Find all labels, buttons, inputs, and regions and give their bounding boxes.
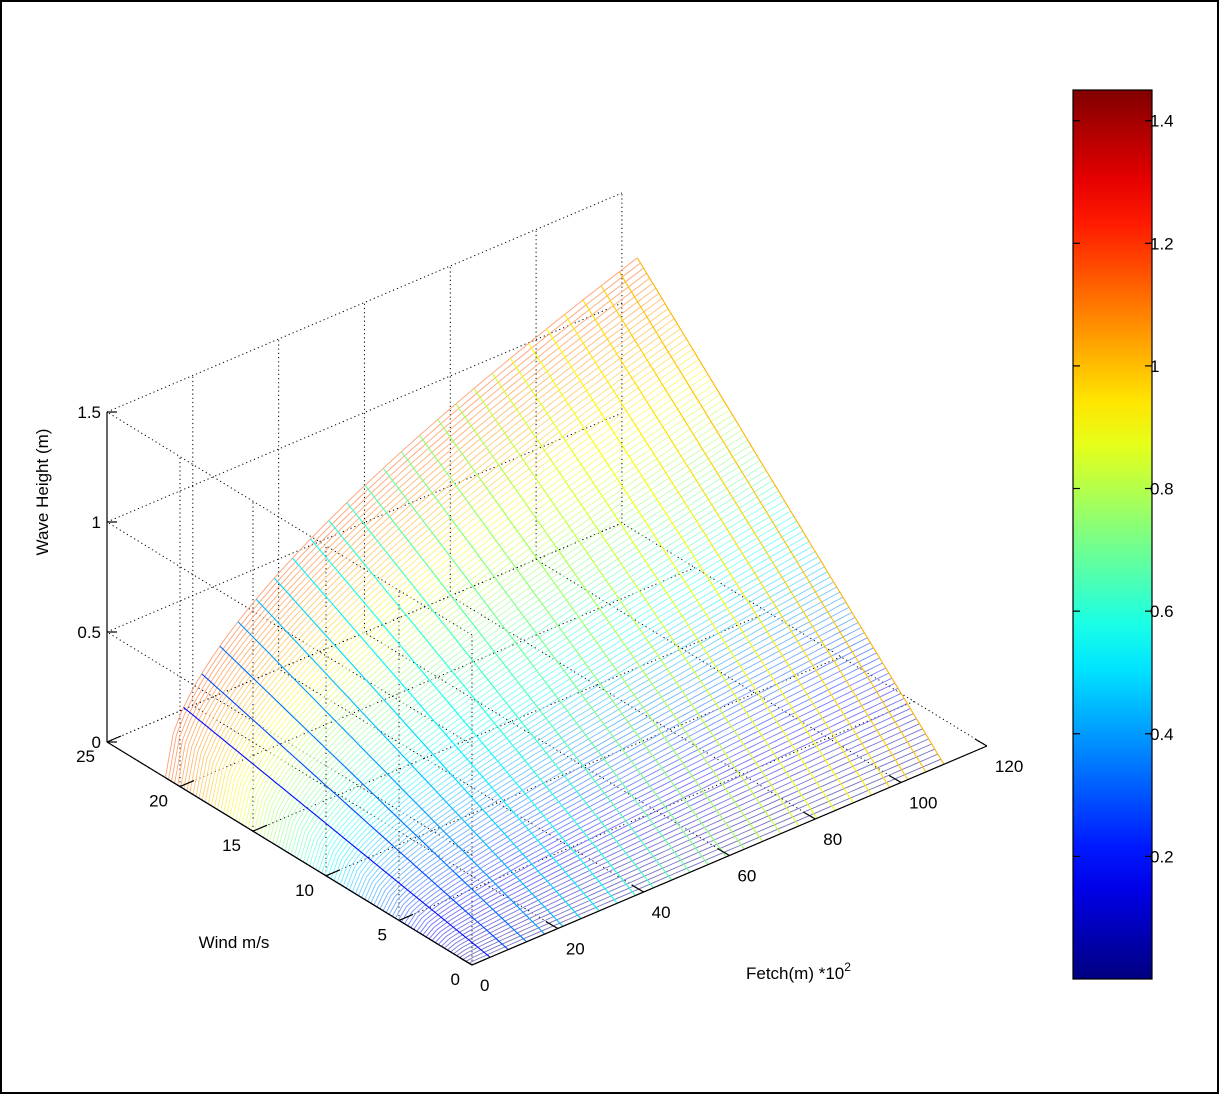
mesh-line-fetch xyxy=(382,467,691,873)
mesh-line-fetch xyxy=(636,257,945,765)
mesh-line-fetch xyxy=(255,598,564,927)
wind-tick-label: 0 xyxy=(451,970,460,989)
colorbar-tick-label: 0.4 xyxy=(1150,725,1174,744)
colorbar-tick-label: 1.4 xyxy=(1150,112,1174,131)
mesh-line-wind xyxy=(462,748,935,960)
fetch-tick-label: 60 xyxy=(737,867,756,886)
wind-tick xyxy=(179,780,195,788)
mesh-line-fetch xyxy=(364,484,673,881)
mesh-line-fetch xyxy=(455,403,763,842)
colorbar-tick-label: 0.8 xyxy=(1150,480,1174,499)
mesh-line-fetch xyxy=(400,451,709,865)
wind-axis-line xyxy=(106,741,473,966)
mesh-line-wind xyxy=(379,612,853,910)
mesh-line-fetch xyxy=(201,673,509,951)
colorbar-tick-label: 1.2 xyxy=(1150,234,1174,253)
mesh-line-wind xyxy=(450,728,923,953)
wind-tick-label: 5 xyxy=(378,925,387,944)
z-tick-label: 0 xyxy=(92,733,101,752)
mesh-line-wind xyxy=(459,743,932,958)
grid-line-z-right xyxy=(106,302,623,523)
z-tick-label: 0.5 xyxy=(77,623,101,642)
x-axis-label: Fetch(m) *102 xyxy=(746,960,851,983)
wind-tick-label: 10 xyxy=(295,881,314,900)
mesh-line-fetch xyxy=(346,502,654,889)
z-axis-label: Wave Height (m) xyxy=(33,429,52,556)
mesh-line-wind xyxy=(395,637,868,919)
mesh-line-fetch xyxy=(419,435,727,858)
fetch-tick-label: 120 xyxy=(995,757,1023,776)
wind-tick-label: 20 xyxy=(149,792,168,811)
fetch-tick-label: 0 xyxy=(480,976,489,995)
wind-tick-label: 15 xyxy=(222,836,241,855)
colorbar-tick-label: 1 xyxy=(1150,357,1159,376)
mesh-line-wind xyxy=(465,753,939,962)
grid-line-floor-wind xyxy=(398,700,915,921)
mesh-line-fetch xyxy=(292,557,600,912)
grid-line-z-right xyxy=(106,192,623,413)
fetch-tick xyxy=(459,957,473,966)
mesh-line-wind xyxy=(204,323,678,803)
colorbar-gradient xyxy=(1072,89,1153,980)
mesh-line-fetch xyxy=(219,645,527,943)
fetch-tick-label: 20 xyxy=(566,940,585,959)
mesh-line-fetch xyxy=(237,621,545,935)
mesh-line-wind xyxy=(315,505,788,870)
fetch-tick xyxy=(802,811,816,820)
mesh-line-wind xyxy=(201,318,675,801)
fetch-tick-label: 80 xyxy=(823,830,842,849)
surface-mesh xyxy=(164,257,945,966)
grid-line-floor-wind xyxy=(252,611,769,832)
x-axis-label-text: Fetch(m) *10 xyxy=(746,964,844,983)
mesh-line-fetch xyxy=(509,357,818,819)
colorbar-tick-label: 0.6 xyxy=(1150,602,1174,621)
mesh-line-wind xyxy=(345,556,819,889)
x-axis-label-superscript: 2 xyxy=(844,960,851,974)
wind-tick xyxy=(106,735,122,743)
grid-line-z-left xyxy=(106,521,473,746)
mesh-line-fetch xyxy=(437,419,745,850)
wind-tick xyxy=(471,958,487,966)
colorbar: 0.2 0.4 0.6 0.8 1 1.2 1.4 xyxy=(1072,89,1174,980)
mesh-line-fetch xyxy=(328,520,636,896)
wind-tick xyxy=(252,824,268,832)
mesh-line-fetch xyxy=(273,577,582,920)
fetch-tick xyxy=(631,884,644,893)
mesh-line-fetch xyxy=(564,314,872,796)
y-axis-label: Wind m/s xyxy=(199,933,270,952)
mesh-line-wind xyxy=(456,738,929,956)
z-tick-label: 1.5 xyxy=(77,403,101,422)
mesh-line-wind xyxy=(171,267,644,782)
fetch-tick xyxy=(717,847,730,857)
wind-tick xyxy=(325,869,341,877)
mesh-line-fetch xyxy=(473,388,782,835)
mesh-line-wind xyxy=(351,566,825,893)
mesh-line-fetch xyxy=(310,538,618,904)
mesh-line-wind xyxy=(318,510,791,872)
wind-tick-label: 25 xyxy=(76,747,95,766)
mesh-line-wind xyxy=(342,551,816,887)
mesh-line-fetch xyxy=(546,328,854,804)
fetch-tick xyxy=(974,738,988,747)
wind-tick xyxy=(398,913,414,921)
mesh-line-fetch xyxy=(183,706,491,958)
fetch-tick xyxy=(888,774,902,784)
mesh-line-fetch xyxy=(528,343,836,811)
mesh-line-fetch xyxy=(582,299,890,788)
grid-line-floor-wind xyxy=(179,567,696,788)
fetch-tick-label: 40 xyxy=(652,903,671,922)
mesh-line-fetch xyxy=(491,372,800,827)
mesh-line-wind xyxy=(164,257,638,778)
mesh-line-fetch xyxy=(600,285,909,780)
colorbar-tick-label: 0.2 xyxy=(1150,847,1174,866)
mesh-line-wind xyxy=(398,642,871,921)
fetch-tick-label: 100 xyxy=(909,794,937,813)
mesh-line-fetch xyxy=(618,271,927,773)
fetch-tick xyxy=(545,920,559,930)
z-tick-label: 1 xyxy=(92,513,101,532)
